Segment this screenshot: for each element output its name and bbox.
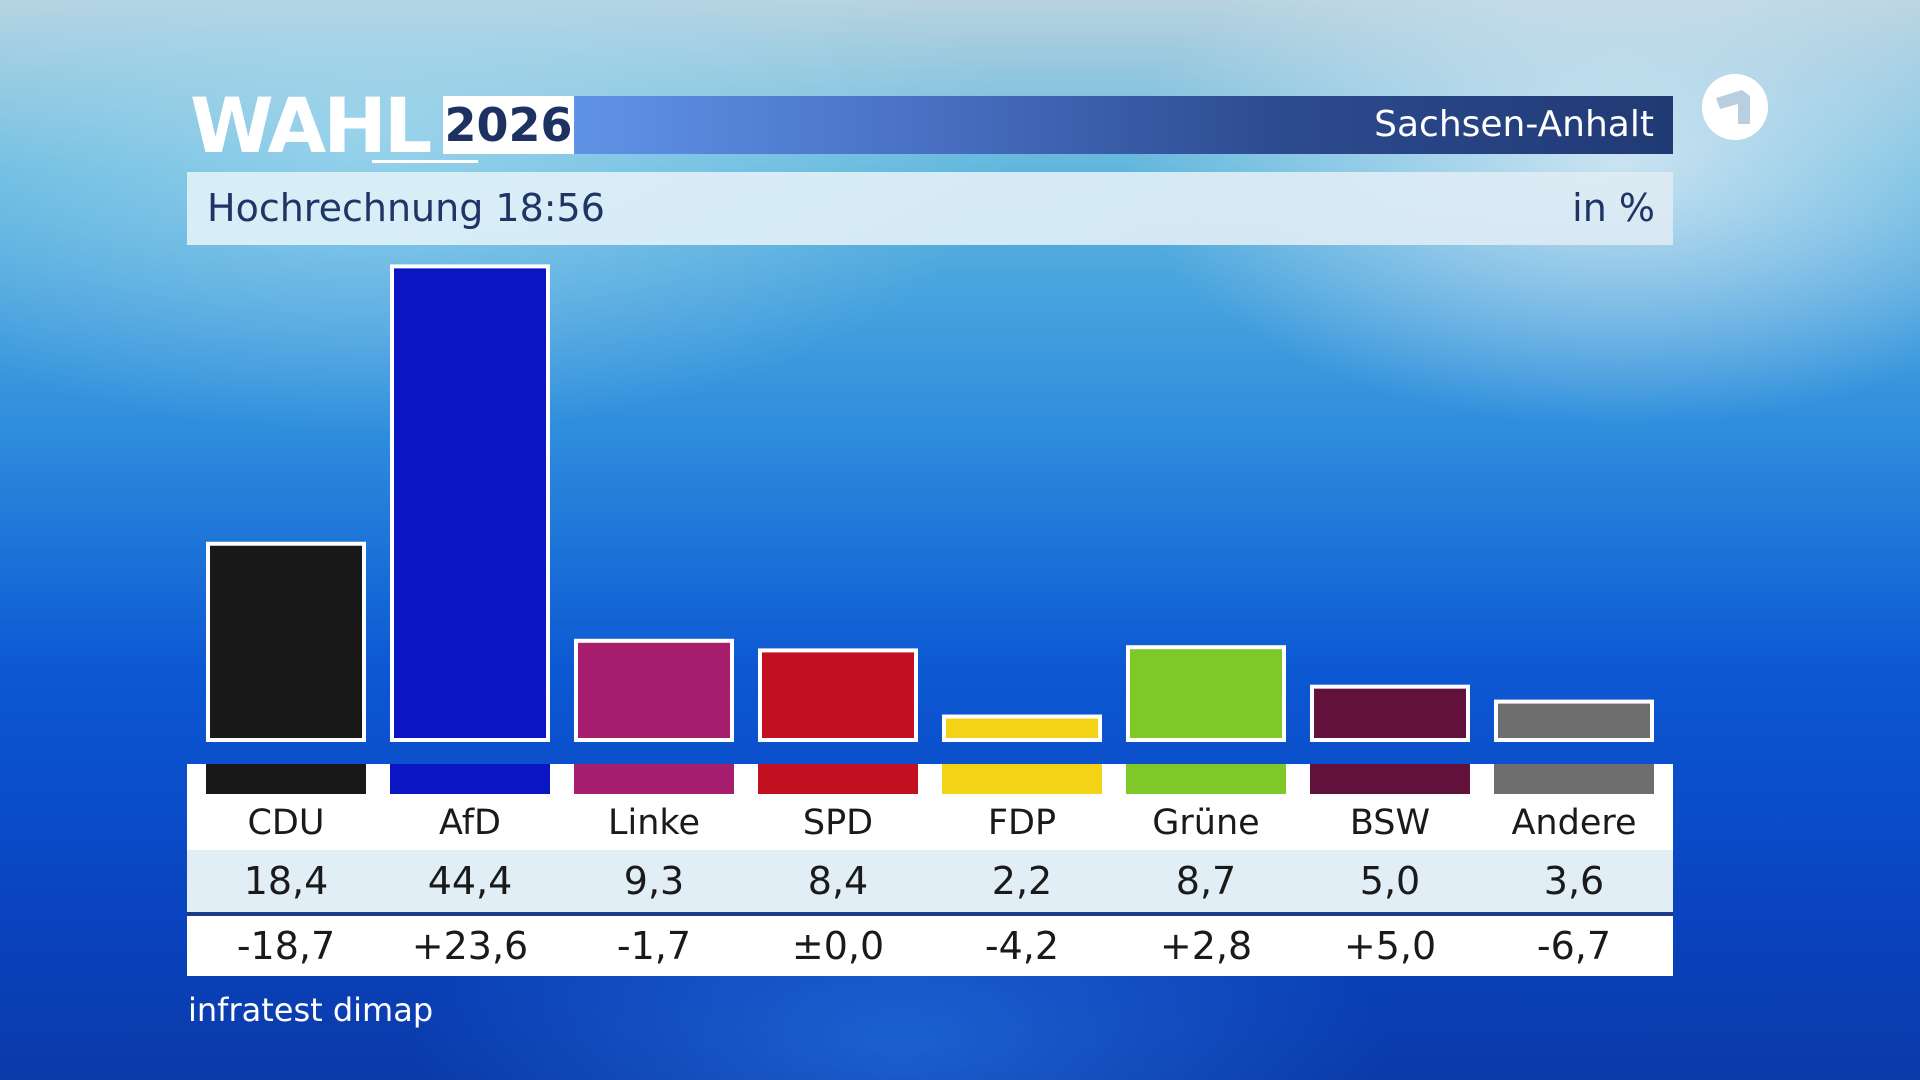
party-value: 8,4 — [807, 859, 869, 903]
logo-wahl-text: WAHL — [190, 81, 432, 170]
bar-linke — [574, 638, 734, 742]
party-value: 44,4 — [427, 859, 513, 903]
color-swatch-linke — [574, 764, 734, 794]
ard-1-glyph — [1702, 74, 1768, 140]
ard-1-icon — [1702, 74, 1768, 140]
party-changes-row: -18,7 +23,6 -1,7 ±0,0 -4,2 +2,8 +5,0 -6,7 — [187, 916, 1673, 976]
party-value: 9,3 — [623, 859, 685, 903]
party-name: CDU — [247, 803, 325, 843]
color-swatch-andere — [1494, 764, 1654, 794]
party-value: 2,2 — [991, 859, 1053, 903]
bar-afd — [390, 264, 550, 742]
color-swatch-fdp — [942, 764, 1102, 794]
party-change: -1,7 — [616, 924, 692, 968]
party-value: 8,7 — [1175, 859, 1237, 903]
party-change: -18,7 — [236, 924, 336, 968]
source-label: infratest dimap — [188, 991, 434, 1029]
header-bar: Sachsen-Anhalt — [574, 96, 1673, 154]
logo-year: 2026 — [443, 96, 574, 154]
party-names-row: CDU AfD Linke SPD FDP Grüne BSW Andere — [187, 764, 1673, 850]
party-values-row: 18,4 44,4 9,3 8,4 2,2 8,7 5,0 3,6 — [187, 850, 1673, 912]
party-name: BSW — [1349, 803, 1431, 843]
party-name: Linke — [608, 803, 700, 843]
party-value: 18,4 — [243, 859, 329, 903]
bar-bsw — [1310, 684, 1470, 743]
party-name: Grüne — [1152, 803, 1260, 843]
color-swatch-grüne — [1126, 764, 1286, 794]
party-change: +2,8 — [1159, 924, 1253, 968]
color-swatch-cdu — [206, 764, 366, 794]
party-change: -6,7 — [1536, 924, 1612, 968]
bar-fdp — [942, 714, 1102, 742]
region-label: Sachsen-Anhalt — [1374, 104, 1654, 145]
party-name: SPD — [802, 803, 874, 843]
bar-spd — [758, 648, 918, 743]
logo-underline — [372, 160, 478, 163]
party-change: +5,0 — [1343, 924, 1437, 968]
color-swatch-bsw — [1310, 764, 1470, 794]
party-name: Andere — [1511, 803, 1637, 843]
party-value: 3,6 — [1543, 859, 1605, 903]
row-separator — [187, 912, 1673, 916]
color-swatch-afd — [390, 764, 550, 794]
unit-label: in % — [1572, 186, 1655, 230]
party-change: -4,2 — [984, 924, 1060, 968]
bar-cdu — [206, 541, 366, 742]
party-value: 5,0 — [1359, 859, 1421, 903]
party-name: AfD — [439, 803, 501, 843]
chart-title: Hochrechnung 18:56 — [207, 186, 605, 230]
subtitle-bar: Hochrechnung 18:56 in % — [187, 172, 1673, 245]
party-name: FDP — [987, 803, 1057, 843]
bar-grüne — [1126, 645, 1286, 743]
bar-andere — [1494, 699, 1654, 742]
color-swatch-spd — [758, 764, 918, 794]
results-table: CDU AfD Linke SPD FDP Grüne BSW Andere 18,4 44,4… — [187, 764, 1673, 976]
party-change: ±0,0 — [791, 924, 885, 968]
party-change: +23,6 — [411, 924, 529, 968]
